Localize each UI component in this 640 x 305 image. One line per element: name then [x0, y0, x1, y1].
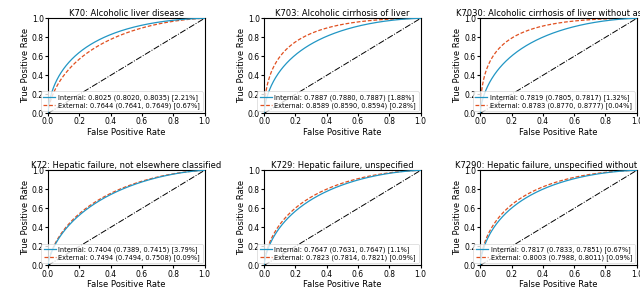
- Title: K7290: Hepatic failure, unspecified without coma: K7290: Hepatic failure, unspecified with…: [454, 160, 640, 170]
- X-axis label: False Positive Rate: False Positive Rate: [87, 128, 166, 137]
- X-axis label: False Positive Rate: False Positive Rate: [303, 280, 381, 289]
- Legend: Internal: 0.8025 (0.8020, 0.8035) [2.21%], External: 0.7644 (0.7641, 0.7649) [0.: Internal: 0.8025 (0.8020, 0.8035) [2.21%…: [41, 92, 203, 111]
- Title: K729: Hepatic failure, unspecified: K729: Hepatic failure, unspecified: [271, 160, 413, 170]
- Y-axis label: True Positive Rate: True Positive Rate: [237, 28, 246, 103]
- Title: K70: Alcoholic liver disease: K70: Alcoholic liver disease: [68, 9, 184, 17]
- Title: K7030: Alcoholic cirrhosis of liver without ascites: K7030: Alcoholic cirrhosis of liver with…: [456, 9, 640, 17]
- Y-axis label: True Positive Rate: True Positive Rate: [454, 28, 463, 103]
- Y-axis label: True Positive Rate: True Positive Rate: [454, 180, 463, 255]
- X-axis label: False Positive Rate: False Positive Rate: [519, 128, 598, 137]
- Y-axis label: True Positive Rate: True Positive Rate: [21, 28, 30, 103]
- Title: K703: Alcoholic cirrhosis of liver: K703: Alcoholic cirrhosis of liver: [275, 9, 410, 17]
- Legend: Internal: 0.7817 (0.7833, 0.7851) [0.67%], External: 0.8003 (0.7988, 0.8011) [0.: Internal: 0.7817 (0.7833, 0.7851) [0.67%…: [474, 243, 635, 263]
- Y-axis label: True Positive Rate: True Positive Rate: [21, 180, 30, 255]
- Y-axis label: True Positive Rate: True Positive Rate: [237, 180, 246, 255]
- X-axis label: False Positive Rate: False Positive Rate: [303, 128, 381, 137]
- X-axis label: False Positive Rate: False Positive Rate: [519, 280, 598, 289]
- X-axis label: False Positive Rate: False Positive Rate: [87, 280, 166, 289]
- Legend: Internal: 0.7647 (0.7631, 0.7647) [1.1%], External: 0.7823 (0.7814, 0.7821) [0.0: Internal: 0.7647 (0.7631, 0.7647) [1.1%]…: [257, 243, 419, 263]
- Title: K72: Hepatic failure, not elsewhere classified: K72: Hepatic failure, not elsewhere clas…: [31, 160, 221, 170]
- Legend: Internal: 0.7819 (0.7805, 0.7817) [1.32%], External: 0.8783 (0.8770, 0.8777) [0.: Internal: 0.7819 (0.7805, 0.7817) [1.32%…: [473, 92, 635, 111]
- Legend: Internal: 0.7887 (0.7880, 0.7887) [1.88%], External: 0.8589 (0.8590, 0.8594) [0.: Internal: 0.7887 (0.7880, 0.7887) [1.88%…: [257, 92, 419, 111]
- Legend: Internal: 0.7404 (0.7389, 0.7415) [3.79%], External: 0.7494 (0.7494, 0.7508) [0.: Internal: 0.7404 (0.7389, 0.7415) [3.79%…: [41, 243, 203, 263]
